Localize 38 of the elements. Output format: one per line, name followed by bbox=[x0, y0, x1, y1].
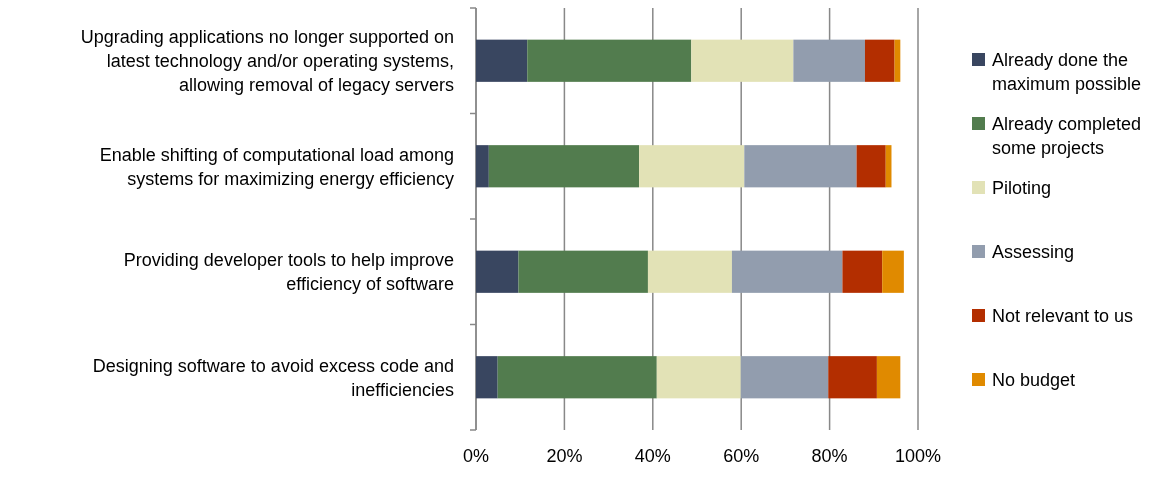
bar bbox=[476, 145, 489, 188]
bar bbox=[476, 356, 498, 399]
bar bbox=[518, 250, 648, 293]
bar bbox=[647, 250, 732, 293]
x-tick-label: 60% bbox=[723, 446, 760, 466]
bar bbox=[856, 145, 886, 188]
x-tick-label: 20% bbox=[546, 446, 583, 466]
x-tick-label: 100% bbox=[894, 446, 942, 466]
x-tick-label: 0% bbox=[462, 446, 490, 466]
bar bbox=[864, 39, 895, 82]
y-tick-label: Upgrading applications no longer supported on latest technology and/or operating systems, allowing removal of legacy servers bbox=[80, 27, 454, 96]
bar bbox=[527, 39, 692, 82]
bar bbox=[488, 145, 640, 188]
x-tick-label: 40% bbox=[634, 446, 671, 466]
bar bbox=[793, 39, 865, 82]
bar bbox=[882, 250, 904, 293]
bar bbox=[842, 250, 883, 293]
x-tick-label: 80% bbox=[811, 446, 848, 466]
y-tick-label: Designing software to avoid excess code and inefficiencies bbox=[92, 355, 454, 400]
legend-label: Already completed some projects bbox=[992, 114, 1142, 159]
legend-label: Not relevant to us bbox=[992, 306, 1134, 327]
legend-label: No budget bbox=[992, 370, 1076, 391]
y-tick-label: Enable shifting of computational load among systems for maximizing energy efficiency bbox=[99, 144, 454, 189]
bar bbox=[876, 356, 901, 399]
bar bbox=[731, 250, 843, 293]
bar bbox=[656, 356, 741, 399]
bar bbox=[740, 356, 829, 399]
bar bbox=[691, 39, 794, 82]
bar bbox=[828, 356, 877, 399]
legend-label: Assessing bbox=[992, 242, 1075, 263]
bar bbox=[639, 145, 745, 188]
bar bbox=[497, 356, 657, 399]
bar bbox=[476, 250, 519, 293]
y-tick-label: Providing developer tools to help improve efficiency of software bbox=[123, 250, 454, 295]
bar bbox=[476, 39, 528, 82]
legend-label: Piloting bbox=[992, 178, 1052, 199]
legend-label: Already done the maximum possible bbox=[992, 50, 1142, 95]
bar bbox=[744, 145, 857, 188]
